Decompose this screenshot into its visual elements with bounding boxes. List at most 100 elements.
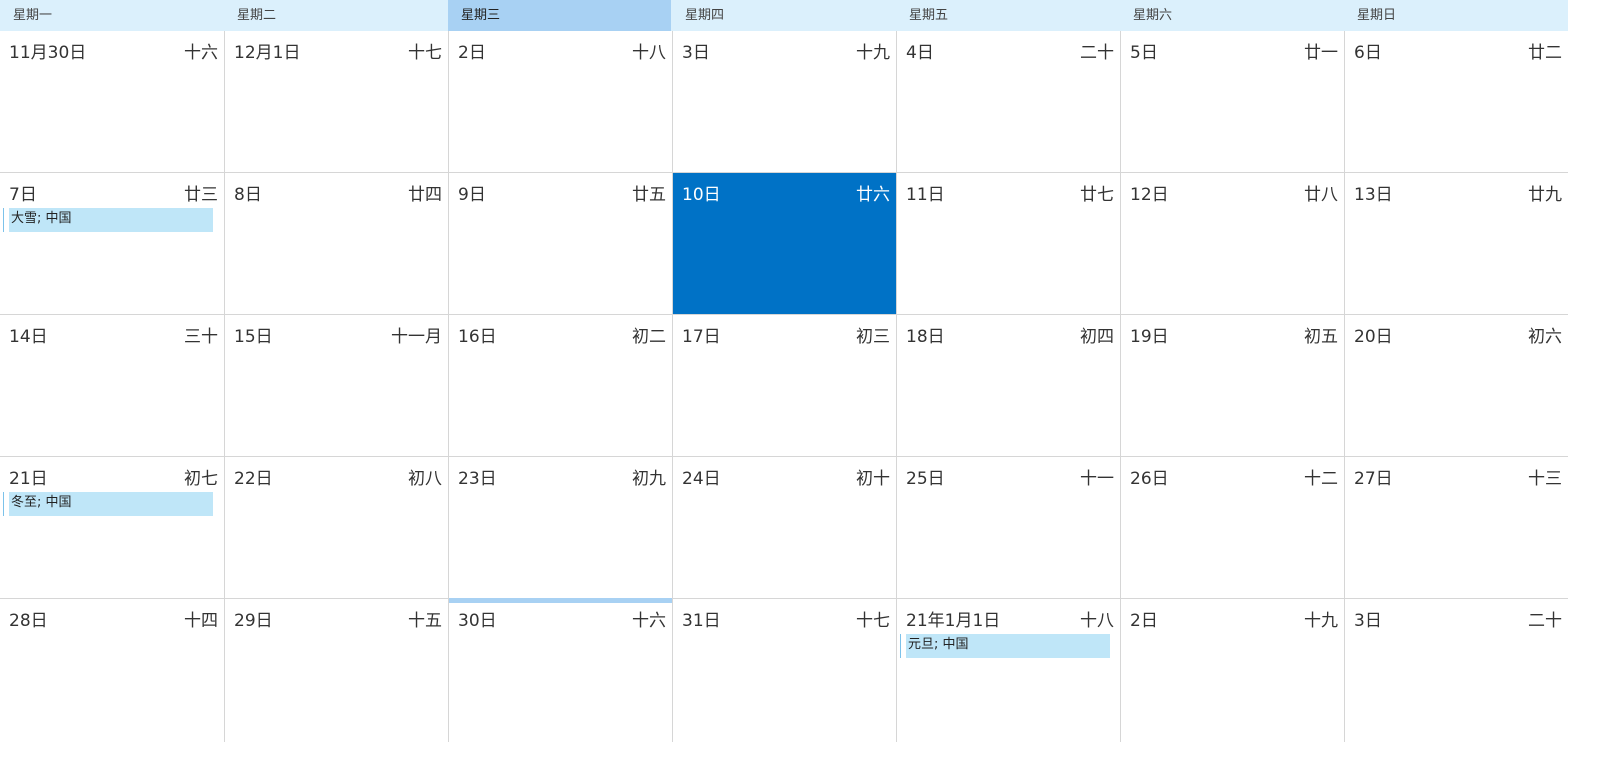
day-cell[interactable]: 18日 初四 bbox=[896, 315, 1120, 457]
day-cell[interactable]: 6日 廿二 bbox=[1344, 31, 1568, 173]
lunar-date: 初十 bbox=[856, 469, 890, 489]
lunar-date: 十九 bbox=[856, 43, 890, 63]
day-number: 27日 bbox=[1354, 469, 1393, 489]
calendar-event[interactable]: 大雪; 中国 bbox=[3, 208, 213, 232]
lunar-date: 十三 bbox=[1528, 469, 1562, 489]
month-calendar: 星期一 星期二 星期三 星期四 星期五 星期六 星期日 11月30日 十六 12月1日 十七 2日十… bbox=[0, 0, 1568, 742]
day-cell[interactable]: 5日 廿一 bbox=[1120, 31, 1344, 173]
lunar-date: 二十 bbox=[1528, 611, 1562, 631]
day-cell-today[interactable]: 10日 廿六 bbox=[672, 173, 896, 315]
lunar-date: 十一 bbox=[1080, 469, 1114, 489]
day-cell[interactable]: 25日 十一 bbox=[896, 457, 1120, 599]
day-cell[interactable]: 3日 二十 bbox=[1344, 599, 1568, 742]
weekday-header-0[interactable]: 星期一 bbox=[0, 0, 224, 31]
day-number: 31日 bbox=[682, 611, 721, 631]
day-number: 7日 bbox=[9, 185, 37, 205]
lunar-date: 十七 bbox=[408, 43, 442, 63]
lunar-date: 十一月 bbox=[391, 327, 442, 347]
day-number: 13日 bbox=[1354, 185, 1393, 205]
day-number: 16日 bbox=[458, 327, 497, 347]
day-cell[interactable]: 20日 初六 bbox=[1344, 315, 1568, 457]
lunar-date: 初四 bbox=[1080, 327, 1114, 347]
day-cell[interactable]: 9日 廿五 bbox=[448, 173, 672, 315]
day-cell[interactable]: 23日 初九 bbox=[448, 457, 672, 599]
lunar-date: 廿三 bbox=[184, 185, 218, 205]
day-number: 22日 bbox=[234, 469, 273, 489]
day-number: 2日 bbox=[458, 43, 486, 63]
lunar-date: 廿一 bbox=[1304, 43, 1338, 63]
month-grid: 11月30日 十六 12月1日 十七 2日 十八 3日 十九 4日 二十 5日 廿一 6日 廿二 7日 廿三大… bbox=[0, 31, 1568, 742]
day-number: 17日 bbox=[682, 327, 721, 347]
day-cell[interactable]: 11月30日 十六 bbox=[0, 31, 224, 173]
day-number: 3日 bbox=[1354, 611, 1382, 631]
lunar-date: 廿五 bbox=[632, 185, 666, 205]
day-number: 20日 bbox=[1354, 327, 1393, 347]
day-cell[interactable]: 21日 初七冬至; 中国 bbox=[0, 457, 224, 599]
day-cell[interactable]: 13日 廿九 bbox=[1344, 173, 1568, 315]
weekday-header-1[interactable]: 星期二 bbox=[224, 0, 448, 31]
day-number: 19日 bbox=[1130, 327, 1169, 347]
lunar-date: 十七 bbox=[856, 611, 890, 631]
day-cell[interactable]: 24日 初十 bbox=[672, 457, 896, 599]
day-cell[interactable]: 30日 十六 bbox=[448, 598, 672, 742]
day-cell[interactable]: 22日 初八 bbox=[224, 457, 448, 599]
lunar-date: 十六 bbox=[632, 611, 666, 631]
day-number: 25日 bbox=[906, 469, 945, 489]
day-cell[interactable]: 11日 廿七 bbox=[896, 173, 1120, 315]
weekday-header-row: 星期一 星期二 星期三 星期四 星期五 星期六 星期日 bbox=[0, 0, 1568, 31]
day-number: 28日 bbox=[9, 611, 48, 631]
day-number: 9日 bbox=[458, 185, 486, 205]
calendar-event[interactable]: 冬至; 中国 bbox=[3, 492, 213, 516]
day-cell[interactable]: 31日 十七 bbox=[672, 599, 896, 742]
day-cell[interactable]: 2日 十九 bbox=[1120, 599, 1344, 742]
lunar-date: 初六 bbox=[1528, 327, 1562, 347]
day-cell[interactable]: 12日 廿八 bbox=[1120, 173, 1344, 315]
day-cell[interactable]: 16日 初二 bbox=[448, 315, 672, 457]
weekday-header-5[interactable]: 星期六 bbox=[1120, 0, 1344, 31]
weekday-header-6[interactable]: 星期日 bbox=[1344, 0, 1568, 31]
day-cell[interactable]: 8日 廿四 bbox=[224, 173, 448, 315]
lunar-date: 十九 bbox=[1304, 611, 1338, 631]
day-cell[interactable]: 29日 十五 bbox=[224, 599, 448, 742]
day-number: 10日 bbox=[682, 185, 721, 205]
day-number: 11日 bbox=[906, 185, 945, 205]
lunar-date: 廿六 bbox=[856, 185, 890, 205]
day-number: 3日 bbox=[682, 43, 710, 63]
lunar-date: 廿七 bbox=[1080, 185, 1114, 205]
day-number: 15日 bbox=[234, 327, 273, 347]
calendar-event[interactable]: 元旦; 中国 bbox=[900, 634, 1110, 658]
weekday-header-3[interactable]: 星期四 bbox=[672, 0, 896, 31]
day-cell[interactable]: 17日 初三 bbox=[672, 315, 896, 457]
day-number: 24日 bbox=[682, 469, 721, 489]
day-cell[interactable]: 28日 十四 bbox=[0, 599, 224, 742]
day-cell[interactable]: 2日 十八 bbox=[448, 31, 672, 173]
day-number: 8日 bbox=[234, 185, 262, 205]
day-cell[interactable]: 14日 三十 bbox=[0, 315, 224, 457]
day-cell[interactable]: 26日 十二 bbox=[1120, 457, 1344, 599]
event-title: 冬至; 中国 bbox=[11, 495, 72, 510]
lunar-date: 廿八 bbox=[1304, 185, 1338, 205]
day-cell[interactable]: 12月1日 十七 bbox=[224, 31, 448, 173]
weekday-header-2[interactable]: 星期三 bbox=[448, 0, 672, 31]
lunar-date: 十二 bbox=[1304, 469, 1338, 489]
event-title: 大雪; 中国 bbox=[11, 211, 72, 226]
lunar-date: 十五 bbox=[408, 611, 442, 631]
weekday-header-4[interactable]: 星期五 bbox=[896, 0, 1120, 31]
lunar-date: 初七 bbox=[184, 469, 218, 489]
day-number: 12月1日 bbox=[234, 43, 301, 63]
lunar-date: 廿九 bbox=[1528, 185, 1562, 205]
day-cell[interactable]: 21年1月1日 十八 元旦; 中国 bbox=[896, 599, 1120, 742]
day-cell[interactable]: 3日 十九 bbox=[672, 31, 896, 173]
day-cell[interactable]: 7日 廿三大雪; 中国 bbox=[0, 173, 224, 315]
day-number: 21日 bbox=[9, 469, 48, 489]
day-number: 21年1月1日 bbox=[906, 611, 1001, 631]
lunar-date: 廿四 bbox=[408, 185, 442, 205]
day-cell[interactable]: 4日 二十 bbox=[896, 31, 1120, 173]
day-number: 29日 bbox=[234, 611, 273, 631]
lunar-date: 初五 bbox=[1304, 327, 1338, 347]
day-cell[interactable]: 27日 十三 bbox=[1344, 457, 1568, 599]
day-cell[interactable]: 15日 十一月 bbox=[224, 315, 448, 457]
day-cell[interactable]: 19日 初五 bbox=[1120, 315, 1344, 457]
day-number: 14日 bbox=[9, 327, 48, 347]
lunar-date: 十八 bbox=[632, 43, 666, 63]
